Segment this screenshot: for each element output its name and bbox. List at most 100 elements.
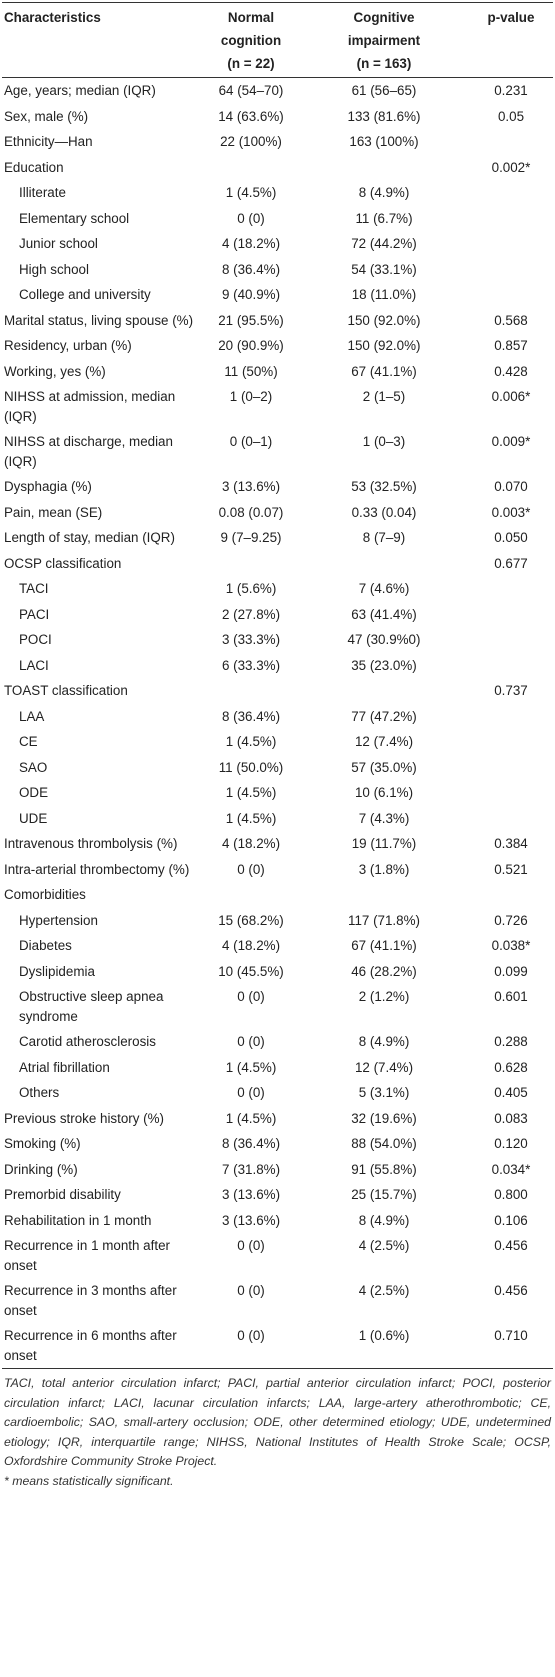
normal-cell: 1 (4.5%) [225,785,277,800]
p-cell: 0.006* [491,389,531,404]
p-cell: 0.601 [494,989,528,1004]
p-cell: 0.05 [497,108,525,124]
table-row: Residency, urban (%) 20 (90.9%) 150 (92.0%… [2,333,553,359]
table-body: Age, years; median (IQR) 64 (54–70) 61 (56… [2,78,553,1369]
p-cell: 0.737 [494,683,528,698]
table-row: Pain, mean (SE) 0.08 (0.07) 0.33 (0.04) 0.0… [2,500,553,526]
row-label: Dysphagia (%) [4,479,92,494]
p-cell: 0.384 [494,836,528,851]
impaired-cell: 117 (71.8%) [348,912,420,928]
empty-cell [469,755,553,781]
page: Characteristics Normal cognition (n = 22) Co… [2,2,553,1492]
header-cell: Characteristics [2,2,203,78]
table-row: Age, years; median (IQR) 64 (54–70) 61 (56… [2,78,553,104]
table-row: PACI 2 (27.8%) 63 (41.4%) [2,602,553,628]
empty-cell [203,678,299,704]
row-label: UDE [19,810,48,826]
table-row: Hypertension 15 (68.2%) 117 (71.8%) 0.726 [2,908,553,934]
row-label: College and university [19,287,151,302]
p-cell: 0.456 [494,1238,528,1253]
table-row: Education 0.002* [2,155,553,181]
p-cell: 0.428 [494,363,528,379]
table-row: Others 0 (0) 5 (3.1%) 0.405 [2,1080,553,1106]
impaired-cell: 77 (47.2%) [351,708,417,724]
impaired-cell: 150 (92.0%) [347,338,421,353]
p-cell: 0.038* [491,938,531,953]
row-label: Premorbid disability [4,1187,121,1202]
normal-cell: 0 (0) [237,1085,265,1100]
normal-cell: 22 (100%) [220,134,282,149]
p-cell: 0.050 [494,530,528,545]
empty-cell [203,155,299,181]
normal-cell: 14 (63.6%) [218,108,284,124]
p-cell: 0.034* [491,1161,531,1177]
impaired-cell: 47 (30.9%0) [347,632,421,647]
table-row: Length of stay, median (IQR) 9 (7–9.25) 8 … [2,525,553,551]
impaired-cell: 5 (3.1%) [358,1085,410,1100]
normal-cell: 10 (45.5%) [218,963,284,979]
header-line: cognition [220,33,282,48]
normal-cell: 0 (0) [237,1238,265,1253]
p-cell: 0.405 [494,1085,528,1100]
table-row: Illiterate 1 (4.5%) 8 (4.9%) [2,180,553,206]
impaired-cell: 1 (0.6%) [299,1323,469,1369]
table-row: UDE 1 (4.5%) 7 (4.3%) [2,806,553,832]
table-row: Recurrence in 3 months after onset 0 (0) 4… [2,1278,553,1323]
impaired-cell: 8 (4.9%) [358,185,410,200]
table-row: Smoking (%) 8 (36.4%) 88 (54.0%) 0.120 [2,1131,553,1157]
row-label: Education [4,159,64,175]
row-label: NIHSS at discharge, median (IQR) [4,434,173,469]
impaired-cell: 57 (35.0%) [351,759,417,775]
impaired-cell: 1 (0–3) [362,434,406,449]
normal-cell: 7 (31.8%) [221,1161,281,1177]
table-row: Obstructive sleep apnea syndrome 0 (0) 2 (… [2,984,553,1029]
normal-cell: 8 (36.4%) [221,708,281,724]
abbreviations-note: TACI, total anterior circulation infarct… [4,1376,551,1469]
row-label: Recurrence in 1 month after onset [4,1238,170,1273]
empty-cell [299,551,469,577]
impaired-cell: 32 (19.6%) [351,1110,417,1126]
row-label: Carotid atherosclerosis [19,1034,156,1049]
row-label: POCI [19,632,52,647]
p-cell: 0.857 [494,338,528,353]
normal-cell: 0 (0) [237,210,265,226]
impaired-cell: 63 (41.4%) [351,606,417,622]
table-row: Recurrence in 6 months after onset 0 (0) 1… [2,1323,553,1369]
impaired-cell: 91 (55.8%) [351,1161,417,1177]
row-label: Ethnicity—Han [4,134,93,149]
impaired-cell: 4 (2.5%) [358,1283,410,1298]
normal-cell: 0 (0) [237,1283,265,1298]
table-row: LACI 6 (33.3%) 35 (23.0%) [2,653,553,679]
p-cell: 0.070 [494,479,528,494]
row-label: Pain, mean (SE) [4,504,103,520]
p-cell: 0.002* [491,159,531,175]
row-label: Drinking (%) [4,1161,78,1177]
table-row: LAA 8 (36.4%) 77 (47.2%) [2,704,553,730]
p-cell: 0.800 [494,1187,528,1202]
normal-cell: 3 (33.3%) [221,632,281,647]
table-row: Intravenous thrombolysis (%) 4 (18.2%) 19 … [2,831,553,857]
p-cell: 0.288 [494,1034,528,1049]
table-row: Dysphagia (%) 3 (13.6%) 53 (32.5%) 0.070 [2,474,553,500]
empty-cell [469,729,553,755]
normal-cell: 1 (4.5%) [225,1110,277,1126]
normal-cell: 9 (7–9.25) [220,530,282,545]
p-cell: 0.106 [494,1212,528,1228]
row-label: ODE [19,785,49,800]
p-cell: 0.628 [494,1059,528,1075]
normal-cell: 0 (0) [237,861,265,877]
empty-cell [203,882,299,908]
impaired-cell: 19 (11.7%) [351,836,417,851]
normal-cell: 0.08 (0.07) [218,504,284,520]
row-label: Recurrence in 3 months after onset [4,1283,177,1318]
p-cell: 0.083 [494,1110,528,1126]
impaired-cell: 4 (2.5%) [358,1238,410,1253]
p-cell: 0.009* [491,434,531,449]
row-label: Age, years; median (IQR) [4,83,156,98]
impaired-cell: 150 (92.0%) [347,312,421,328]
impaired-cell: 67 (41.1%) [351,363,417,379]
empty-cell [469,282,553,308]
table-row: TACI 1 (5.6%) 7 (4.6%) [2,576,553,602]
row-label: PACI [19,606,50,622]
impaired-cell: 61 (56–65) [351,83,417,98]
